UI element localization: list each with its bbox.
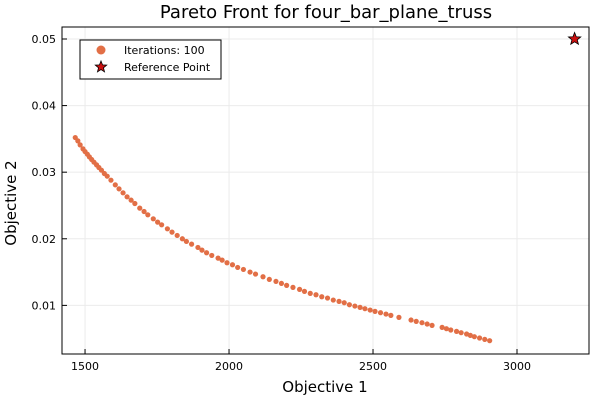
- pareto-point: [252, 271, 259, 277]
- pareto-point: [155, 219, 161, 225]
- pareto-point: [301, 288, 308, 294]
- pareto-point: [224, 260, 230, 266]
- pareto-point: [120, 190, 126, 196]
- reference-point-star: [567, 31, 582, 46]
- pareto-point: [132, 200, 138, 207]
- chart-title: Pareto Front for four_bar_plane_truss: [160, 2, 492, 23]
- legend-label-reference: Reference Point: [124, 61, 211, 74]
- pareto-point: [429, 322, 435, 328]
- pareto-point: [215, 255, 221, 261]
- pareto-point: [235, 264, 241, 271]
- pareto-point: [408, 317, 414, 323]
- pareto-point: [367, 307, 373, 313]
- pareto-point: [424, 321, 430, 327]
- pareto-point: [284, 282, 290, 288]
- pareto-point: [278, 280, 285, 287]
- pareto-point: [476, 335, 483, 341]
- pareto-point: [116, 186, 122, 192]
- pareto-point: [169, 229, 175, 235]
- x-tick-label: 1500: [71, 360, 99, 373]
- pareto-point: [145, 212, 151, 218]
- pareto-point: [383, 311, 389, 317]
- pareto-point: [419, 320, 425, 326]
- legend: Iterations: 100 Reference Point: [79, 39, 222, 80]
- pareto-point: [260, 274, 266, 280]
- y-tick-label: 0.04: [32, 100, 57, 113]
- grid-lines: [62, 27, 589, 354]
- pareto-point: [467, 332, 473, 338]
- y-axis-title: Objective 2: [2, 160, 20, 245]
- pareto-point: [439, 324, 445, 330]
- pareto-point: [324, 295, 331, 301]
- pareto-point: [362, 306, 368, 312]
- pareto-point: [443, 326, 450, 332]
- pareto-point: [346, 302, 352, 308]
- pareto-point: [352, 303, 358, 309]
- y-tick-label: 0.01: [32, 299, 57, 312]
- pareto-point: [413, 318, 419, 324]
- axis-ticks: 1500 2000 2500 3000 0.01 0.02 0.03 0.04 0.05: [32, 33, 532, 373]
- pareto-point: [471, 334, 477, 340]
- pareto-point: [330, 297, 336, 303]
- legend-label-iterations: Iterations: 100: [124, 44, 205, 57]
- x-tick-label: 3000: [503, 360, 531, 373]
- x-axis-title: Objective 1: [282, 378, 367, 396]
- pareto-point: [209, 252, 215, 259]
- pareto-point: [188, 241, 195, 247]
- pareto-point: [453, 328, 460, 334]
- pareto-point: [319, 294, 325, 300]
- pareto-point: [141, 208, 147, 215]
- pareto-point: [137, 205, 143, 211]
- pareto-point: [108, 177, 114, 183]
- pareto-point: [112, 182, 118, 188]
- pareto-point: [164, 226, 170, 232]
- y-tick-label: 0.03: [32, 166, 57, 179]
- pareto-point: [273, 278, 279, 285]
- x-tick-label: 2500: [359, 360, 387, 373]
- pareto-point: [336, 298, 342, 304]
- plot-area-frame: [61, 26, 590, 355]
- pareto-point: [240, 266, 247, 273]
- pareto-point: [482, 336, 488, 342]
- pareto-point: [307, 290, 313, 296]
- pareto-point: [296, 286, 303, 292]
- pareto-point: [341, 300, 347, 306]
- pareto-point: [75, 138, 81, 144]
- pareto-point: [372, 308, 378, 314]
- pareto-point: [313, 292, 319, 298]
- pareto-point: [195, 244, 201, 251]
- pareto-point: [487, 338, 493, 344]
- pareto-point: [174, 232, 180, 239]
- pareto-point: [377, 310, 384, 316]
- pareto-point: [219, 257, 225, 263]
- pareto-point: [357, 304, 363, 310]
- pareto-point: [159, 222, 165, 228]
- pareto-point: [229, 262, 236, 268]
- pareto-point: [128, 197, 134, 203]
- legend-star-marker: [94, 59, 108, 73]
- pareto-point: [247, 269, 253, 275]
- data-points: [72, 31, 582, 344]
- pareto-point: [179, 236, 185, 242]
- pareto-point: [290, 284, 296, 290]
- pareto-point: [104, 173, 110, 179]
- y-tick-label: 0.02: [32, 233, 57, 246]
- legend-circle-marker: [96, 45, 106, 55]
- pareto-point: [124, 194, 130, 200]
- pareto-point: [150, 216, 156, 222]
- pareto-point: [77, 142, 83, 148]
- pareto-point: [396, 314, 402, 320]
- pareto-point: [388, 312, 394, 318]
- pareto-point: [199, 247, 205, 253]
- y-tick-label: 0.05: [32, 33, 57, 46]
- pareto-point: [448, 327, 454, 333]
- pareto-point: [183, 238, 190, 245]
- pareto-point: [458, 330, 464, 336]
- pareto-point: [266, 276, 272, 283]
- pareto-point: [203, 250, 210, 256]
- x-tick-label: 2000: [215, 360, 243, 373]
